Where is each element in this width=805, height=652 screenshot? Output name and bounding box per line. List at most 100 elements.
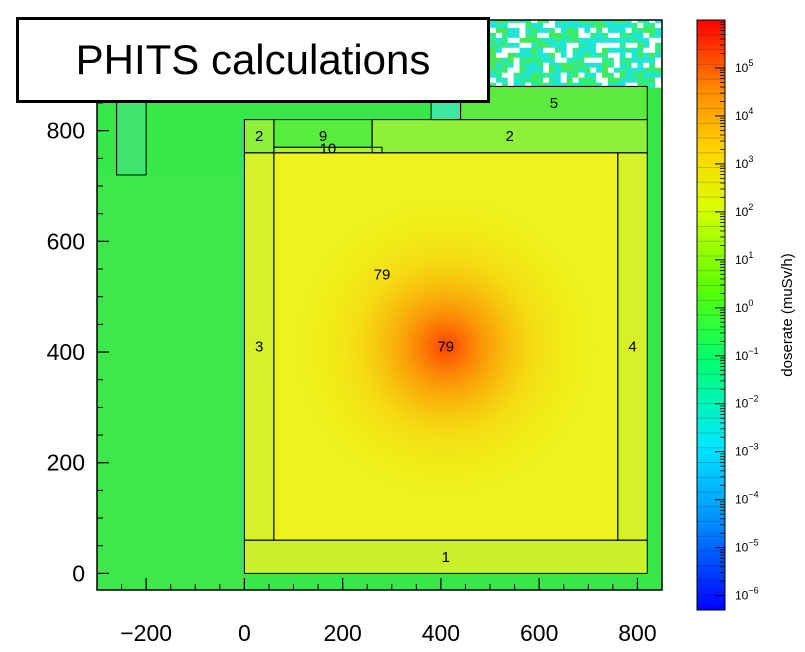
noise-cell bbox=[495, 31, 505, 38]
noise-cell bbox=[590, 71, 599, 78]
noise-cell bbox=[619, 76, 629, 83]
noise-cell bbox=[637, 46, 646, 53]
noise-cell bbox=[578, 66, 587, 73]
noise-cell bbox=[519, 61, 528, 68]
noise-cell bbox=[607, 46, 617, 53]
noise-cell bbox=[631, 56, 640, 63]
noise-cell bbox=[519, 21, 528, 28]
noise-cell bbox=[584, 56, 593, 63]
noise-cell bbox=[537, 61, 546, 68]
noise-cell bbox=[619, 41, 629, 48]
region-label: 1 bbox=[442, 549, 450, 566]
noise-cell bbox=[619, 66, 629, 73]
noise-cell bbox=[607, 26, 617, 33]
noise-cell bbox=[566, 21, 576, 28]
noise-cell bbox=[602, 56, 611, 63]
noise-cell bbox=[643, 56, 652, 63]
noise-cell bbox=[519, 71, 528, 78]
noise-cell bbox=[490, 51, 499, 58]
noise-cell bbox=[490, 31, 499, 38]
noise-cell bbox=[613, 71, 623, 78]
noise-cell bbox=[549, 26, 558, 33]
noise-cell bbox=[543, 20, 552, 23]
noise-cell bbox=[560, 31, 570, 38]
noise-cell bbox=[637, 61, 646, 68]
noise-cell bbox=[643, 21, 652, 28]
x-tick-label: 200 bbox=[323, 620, 361, 646]
noise-cell bbox=[501, 71, 511, 78]
region-label: 4 bbox=[628, 339, 636, 356]
noise-cell bbox=[578, 76, 587, 83]
noise-cell bbox=[495, 71, 505, 78]
noise-cell bbox=[643, 20, 652, 23]
noise-cell bbox=[507, 26, 517, 33]
noise-cell bbox=[607, 66, 617, 73]
noise-cell bbox=[549, 66, 558, 73]
noise-cell bbox=[596, 61, 605, 68]
x-tick-label: 600 bbox=[520, 620, 558, 646]
noise-cell bbox=[637, 51, 646, 58]
noise-cell bbox=[513, 21, 523, 28]
noise-cell bbox=[519, 56, 528, 63]
noise-cell bbox=[566, 26, 576, 33]
noise-cell bbox=[602, 81, 611, 88]
noise-cell bbox=[613, 56, 623, 63]
noise-cell bbox=[554, 51, 564, 58]
noise-cell bbox=[596, 81, 605, 88]
colorbar-tick-label: 10−3 bbox=[735, 442, 759, 459]
noise-cell bbox=[549, 46, 558, 53]
noise-cell bbox=[560, 76, 570, 83]
y-tick-label: 200 bbox=[47, 450, 85, 476]
noise-cell bbox=[596, 71, 605, 78]
noise-cell bbox=[519, 66, 528, 73]
noise-cell bbox=[490, 26, 499, 33]
noise-cell bbox=[495, 51, 505, 58]
noise-cell bbox=[572, 46, 581, 53]
noise-cell bbox=[637, 21, 646, 28]
noise-cell bbox=[602, 26, 611, 33]
noise-cell bbox=[613, 21, 623, 28]
noise-cell bbox=[625, 61, 635, 68]
noise-cell bbox=[655, 21, 662, 28]
noise-cell bbox=[525, 31, 534, 38]
noise-cell bbox=[531, 31, 540, 38]
noise-cell bbox=[513, 46, 523, 53]
noise-cell bbox=[525, 51, 534, 58]
noise-cell bbox=[631, 61, 640, 68]
noise-cell bbox=[590, 76, 599, 83]
noise-cell bbox=[554, 66, 564, 73]
noise-cell bbox=[560, 81, 570, 88]
noise-cell bbox=[507, 21, 517, 28]
noise-cell bbox=[596, 51, 605, 58]
noise-cell bbox=[525, 76, 534, 83]
noise-cell bbox=[531, 36, 540, 43]
noise-cell bbox=[619, 61, 629, 68]
noise-cell bbox=[531, 76, 540, 83]
noise-cell bbox=[543, 56, 552, 63]
noise-cell bbox=[554, 76, 564, 83]
noise-cell bbox=[607, 61, 617, 68]
noise-cell bbox=[625, 36, 635, 43]
noise-cell bbox=[531, 20, 540, 23]
noise-cell bbox=[490, 66, 499, 73]
noise-cell bbox=[643, 61, 652, 68]
noise-cell bbox=[537, 51, 546, 58]
noise-cell bbox=[655, 31, 662, 38]
noise-cell bbox=[507, 61, 517, 68]
noise-cell bbox=[525, 81, 534, 88]
x-tick-label: 0 bbox=[238, 620, 251, 646]
noise-cell bbox=[537, 66, 546, 73]
region-fill-3 bbox=[244, 152, 274, 541]
outer-field bbox=[97, 174, 245, 590]
noise-cell bbox=[566, 41, 576, 48]
noise-cell bbox=[519, 46, 528, 53]
noise-cell bbox=[596, 21, 605, 28]
noise-cell bbox=[507, 81, 517, 88]
noise-cell bbox=[572, 26, 581, 33]
noise-cell bbox=[578, 20, 587, 23]
noise-cell bbox=[495, 20, 505, 23]
noise-cell bbox=[655, 76, 662, 83]
noise-cell bbox=[531, 21, 540, 28]
x-tick-label: −200 bbox=[120, 620, 172, 646]
noise-cell bbox=[519, 31, 528, 38]
